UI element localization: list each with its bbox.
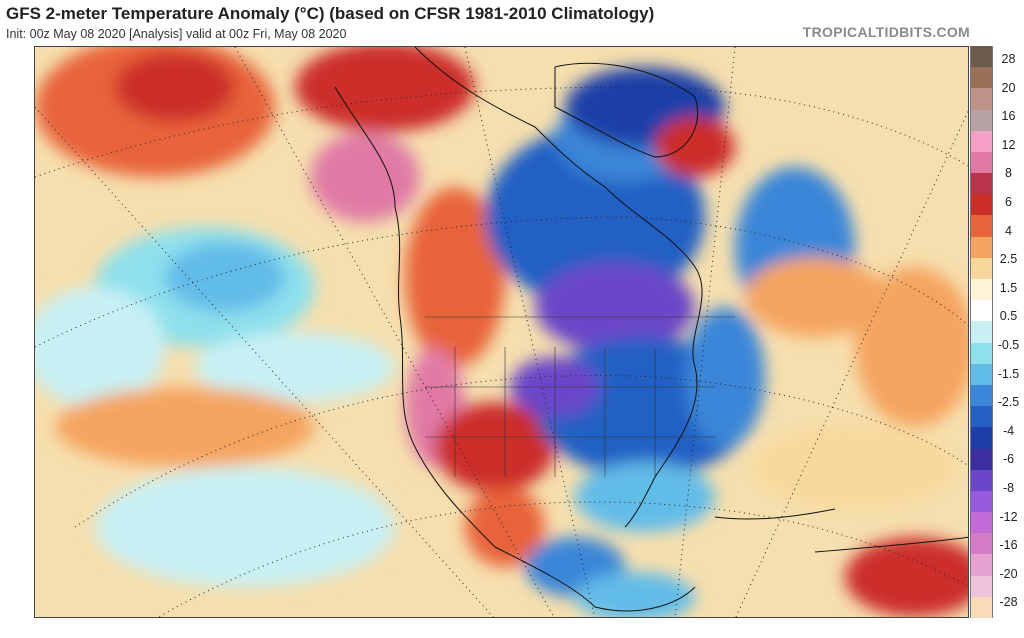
colorbar-swatch bbox=[970, 554, 993, 577]
colorbar-label: 20 bbox=[1001, 80, 1016, 95]
colorbar-swatch bbox=[970, 194, 993, 216]
colorbar-label: -4 bbox=[1002, 423, 1015, 438]
colorbar-swatch bbox=[970, 596, 993, 619]
map-title: GFS 2-meter Temperature Anomaly (°C) (ba… bbox=[6, 4, 655, 23]
colorbar-swatch bbox=[970, 321, 993, 344]
colorbar-label: -12 bbox=[999, 509, 1018, 524]
colorbar-swatch bbox=[970, 109, 993, 132]
colorbar-swatch bbox=[970, 279, 993, 301]
colorbar-label: -2.5 bbox=[997, 395, 1020, 410]
colorbar-swatch bbox=[970, 406, 993, 428]
colorbar-swatch bbox=[970, 384, 993, 407]
colorbar-label: -0.5 bbox=[997, 338, 1020, 352]
colorbar-label: 2.5 bbox=[999, 252, 1018, 267]
colorbar-label: 8 bbox=[1005, 166, 1012, 181]
colorbar-swatch bbox=[970, 342, 993, 365]
colorbar-swatch bbox=[970, 88, 993, 111]
colorbar-swatch bbox=[970, 448, 993, 471]
colorbar-label: 28 bbox=[1001, 52, 1016, 66]
colorbar-label: -16 bbox=[999, 538, 1018, 553]
colorbar-swatch bbox=[970, 130, 993, 153]
brand-watermark[interactable]: TROPICALTIDBITS.COM bbox=[802, 24, 970, 40]
colorbar-swatch bbox=[970, 575, 993, 598]
colorbar-swatch bbox=[970, 151, 993, 174]
colorbar-label: 16 bbox=[1001, 109, 1016, 124]
graticule bbox=[35, 47, 968, 617]
colorbar-swatch bbox=[970, 427, 993, 449]
colorbar-label: -6 bbox=[1002, 452, 1015, 467]
colorbar-label: -1.5 bbox=[997, 366, 1020, 381]
colorbar-swatch bbox=[970, 257, 993, 280]
map-canvas bbox=[35, 47, 968, 617]
colorbar-swatch bbox=[970, 215, 993, 238]
colorbar-swatch bbox=[970, 512, 993, 534]
colorbar-label: 1.5 bbox=[999, 280, 1018, 295]
colorbar-swatch bbox=[970, 46, 993, 68]
state-borders bbox=[425, 316, 735, 477]
colorbar-label: 0.5 bbox=[999, 309, 1018, 324]
colorbar-label: 6 bbox=[1005, 195, 1012, 209]
color-legend: 28 20 16 12 8 6 4 2.5 1.5 0.5 -0.5 -1.5 -2.5 -4 -6 -8 -1… bbox=[970, 46, 1022, 619]
colorbar-swatch bbox=[970, 300, 993, 322]
colorbar-label: -28 bbox=[999, 595, 1018, 610]
colorbar-swatch bbox=[970, 67, 993, 89]
colorbar-swatch bbox=[970, 236, 993, 259]
colorbar-label: -8 bbox=[1002, 481, 1015, 495]
map-subtitle: Init: 00z May 08 2020 [Analysis] valid a… bbox=[6, 27, 347, 41]
coastlines bbox=[334, 47, 968, 612]
colorbar-label: 4 bbox=[1005, 223, 1012, 238]
colorbar-swatch bbox=[970, 490, 993, 513]
colorbar-swatch bbox=[970, 173, 993, 195]
anomaly-map bbox=[34, 46, 969, 618]
colorbar-label: 12 bbox=[1001, 137, 1016, 152]
colorbar-swatch bbox=[970, 533, 993, 555]
colorbar-swatch bbox=[970, 469, 993, 492]
colorbar-swatch bbox=[970, 363, 993, 386]
colorbar-label: -20 bbox=[999, 566, 1018, 581]
